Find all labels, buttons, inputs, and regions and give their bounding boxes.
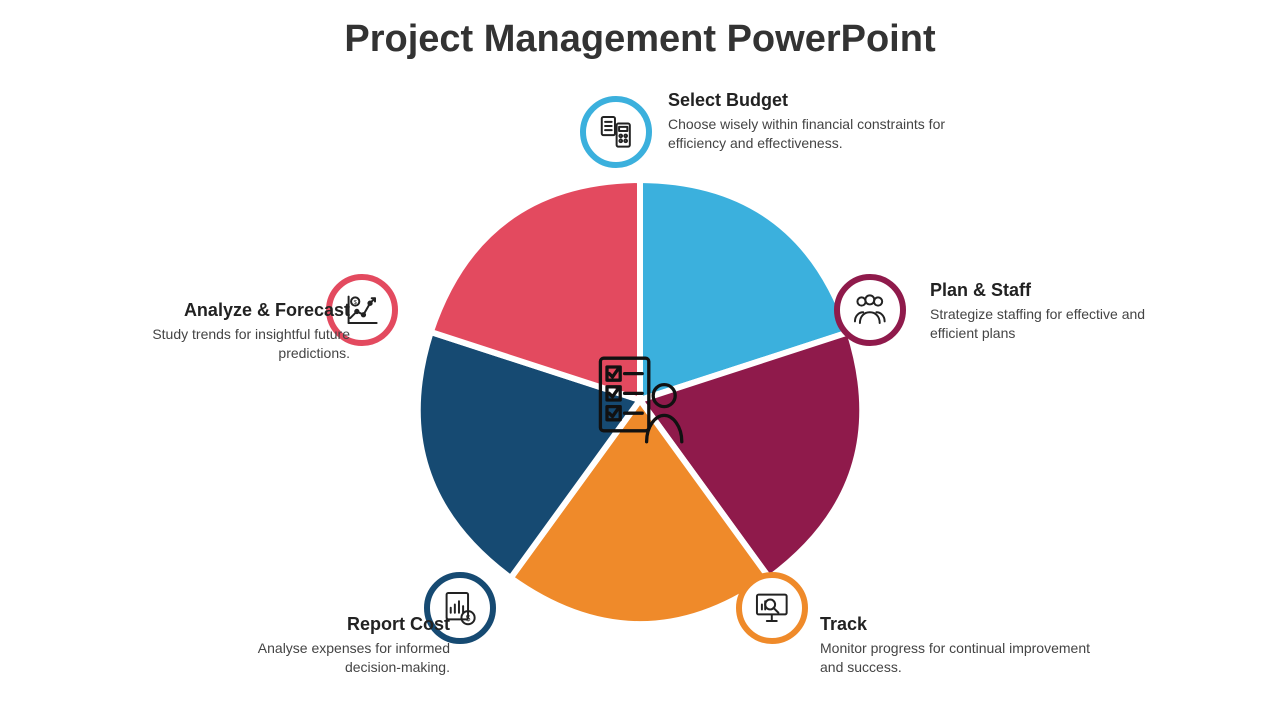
segment-heading: Analyze & Forecast	[120, 300, 350, 321]
segment-label-report: Report Cost Analyse expenses for informed…	[220, 614, 450, 677]
segment-label-plan: Plan & Staff Strategize staffing for effe…	[930, 280, 1190, 343]
segment-heading: Select Budget	[668, 90, 988, 111]
segment-label-track: Track Monitor progress for continual impr…	[820, 614, 1100, 677]
checklist-person-icon	[585, 345, 695, 455]
segment-body: Strategize staffing for effective and ef…	[930, 305, 1190, 343]
calculator-doc-icon	[580, 96, 652, 168]
segment-label-budget: Select Budget Choose wisely within financ…	[668, 90, 988, 153]
segment-body: Monitor progress for continual improveme…	[820, 639, 1100, 677]
slide-stage: Project Management PowerPoint Select Bud…	[0, 0, 1280, 720]
segment-body: Choose wisely within financial constrain…	[668, 115, 988, 153]
segment-heading: Track	[820, 614, 1100, 635]
segment-body: Study trends for insightful future predi…	[120, 325, 350, 363]
segment-heading: Plan & Staff	[930, 280, 1190, 301]
segment-heading: Report Cost	[220, 614, 450, 635]
segment-label-analyze: Analyze & Forecast Study trends for insig…	[120, 300, 350, 363]
segment-body: Analyse expenses for informed decision-m…	[220, 639, 450, 677]
team-icon	[834, 274, 906, 346]
svg-text:$: $	[466, 614, 471, 623]
monitor-search-icon	[736, 572, 808, 644]
